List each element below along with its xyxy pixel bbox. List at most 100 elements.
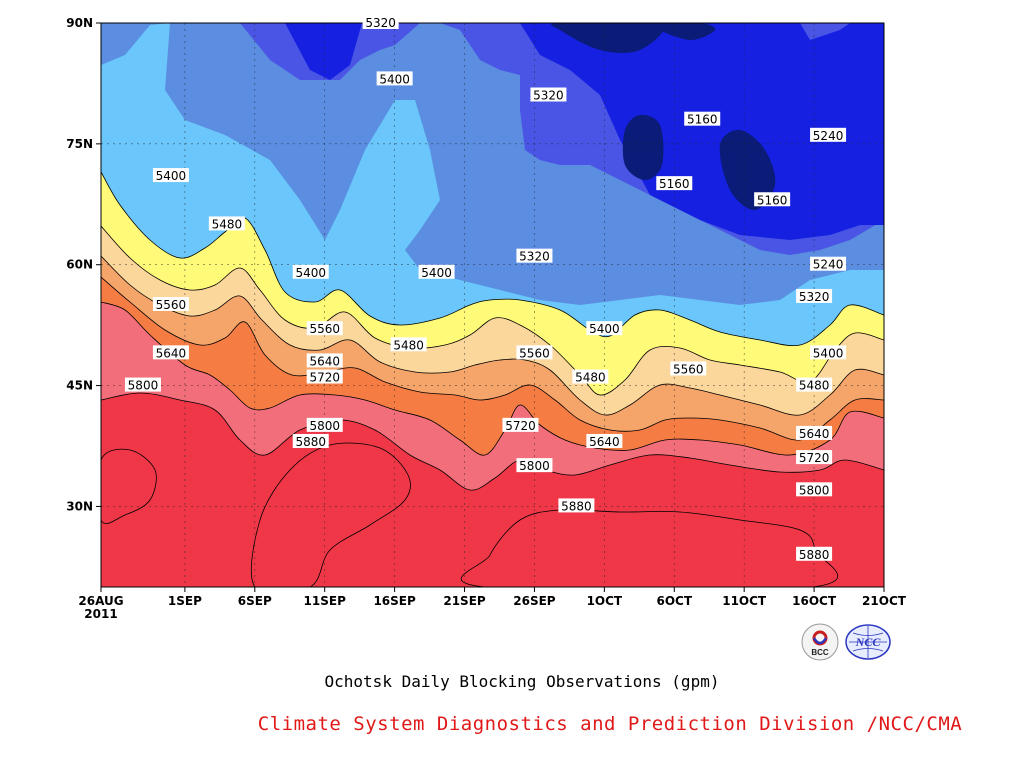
svg-text:5400: 5400 (379, 72, 410, 86)
x-tick-label: 1SEP (168, 594, 202, 608)
contour-label: 5320 (516, 248, 553, 264)
y-tick-label: 75N (66, 137, 93, 151)
x-tick-label: 21SEP (443, 594, 486, 608)
contour-label: 5800 (516, 458, 553, 473)
svg-text:5800: 5800 (799, 483, 830, 497)
x-axis: 26AUG 1SEP 6SEP 11SEP 16SEP 21SEP 26SEP 1OCT 6OC… (78, 587, 907, 621)
contour-label: 5880 (292, 433, 329, 449)
contour-label: 5160 (656, 176, 693, 191)
svg-text:5720: 5720 (799, 451, 830, 465)
contour-label: 5800 (796, 482, 833, 497)
y-axis: 90N 75N 60N 45N 30N (66, 16, 101, 513)
contour-lines (101, 171, 884, 587)
svg-text:5160: 5160 (659, 177, 690, 191)
svg-text:5720: 5720 (309, 371, 340, 385)
contour-label: 5720 (796, 450, 833, 465)
ncc-logo: NCC (843, 622, 893, 666)
svg-text:5560: 5560 (156, 298, 187, 312)
svg-text:5400: 5400 (295, 266, 326, 280)
contour-label: 5720 (306, 369, 343, 385)
x-tick-label: 1OCT (587, 594, 623, 608)
x-tick-label: 16SEP (373, 594, 416, 608)
contour-label: 5800 (306, 417, 343, 433)
contour-label: 5400 (810, 345, 847, 360)
y-tick-label: 45N (66, 379, 93, 393)
svg-text:5800: 5800 (309, 419, 340, 433)
svg-text:5720: 5720 (505, 419, 536, 433)
contour-label: 5560 (670, 361, 707, 376)
svg-text:5160: 5160 (687, 113, 718, 127)
contour-label: 5240 (810, 256, 847, 272)
x-tick-label: 11OCT (722, 594, 767, 608)
svg-text:5320: 5320 (519, 250, 550, 264)
x-tick-label: 21OCT (862, 594, 907, 608)
svg-text:5400: 5400 (421, 266, 452, 280)
svg-text:5640: 5640 (156, 346, 187, 360)
bcc-logo: BCC (800, 622, 840, 666)
contour-label: 5640 (306, 353, 343, 368)
credit-line: Climate System Diagnostics and Predictio… (257, 713, 963, 735)
contour-label: 5400 (152, 168, 189, 183)
svg-text:5400: 5400 (813, 346, 844, 360)
contour-label: 5560 (152, 297, 189, 312)
svg-text:5320: 5320 (799, 290, 830, 304)
svg-text:5640: 5640 (309, 354, 340, 368)
contour-label: 5400 (418, 264, 455, 280)
svg-text:5880: 5880 (295, 435, 326, 449)
contour-labels: 5320 5400 5320 5160 5240 5400 5160 5160 5480 5320… (124, 15, 847, 562)
svg-text:5480: 5480 (575, 371, 606, 385)
x-tick-label: 26SEP (513, 594, 556, 608)
svg-text:5640: 5640 (589, 435, 620, 449)
contour-label: 5880 (558, 498, 595, 513)
contour-label: 5320 (362, 15, 399, 30)
contour-label: 5720 (502, 417, 539, 433)
svg-text:BCC: BCC (811, 648, 829, 657)
contour-label: 5160 (754, 192, 791, 207)
svg-text:5480: 5480 (799, 379, 830, 393)
contour-label: 5480 (208, 216, 245, 231)
contour-label: 5560 (306, 321, 343, 336)
svg-text:NCC: NCC (855, 635, 882, 649)
contour-label: 5640 (586, 433, 623, 449)
contour-label: 5400 (292, 264, 329, 280)
svg-text:5880: 5880 (561, 499, 592, 513)
svg-text:5240: 5240 (813, 258, 844, 272)
svg-text:5800: 5800 (519, 459, 550, 473)
contour-label: 5400 (376, 71, 413, 86)
svg-text:5480: 5480 (393, 338, 424, 352)
x-tick-label: 26AUG (78, 594, 123, 608)
plot-frame (100, 22, 885, 588)
svg-text:5800: 5800 (128, 379, 159, 393)
contour-label: 5480 (572, 369, 609, 385)
contour-fills (101, 23, 884, 587)
contour-label: 5640 (796, 425, 833, 441)
x-year-label: 2011 (84, 607, 117, 621)
svg-text:5320: 5320 (533, 89, 564, 103)
svg-text:5560: 5560 (309, 322, 340, 336)
y-tick-label: 90N (66, 16, 93, 30)
x-tick-label: 16OCT (792, 594, 837, 608)
x-tick-label: 11SEP (304, 594, 347, 608)
x-tick-label: 6OCT (656, 594, 692, 608)
contour-label: 5320 (796, 288, 833, 304)
contour-label: 5880 (796, 546, 833, 562)
svg-text:5160: 5160 (757, 193, 788, 207)
svg-text:5320: 5320 (365, 16, 396, 30)
contour-label: 5480 (390, 337, 427, 352)
svg-text:5480: 5480 (212, 217, 243, 231)
contour-label: 5480 (796, 377, 833, 393)
x-tick-label: 6SEP (238, 594, 272, 608)
contour-label: 5400 (586, 321, 623, 336)
svg-text:5640: 5640 (799, 427, 830, 441)
svg-text:5400: 5400 (589, 322, 620, 336)
contour-label: 5640 (152, 345, 189, 360)
y-tick-label: 30N (66, 499, 93, 513)
contour-label: 5240 (810, 127, 847, 143)
svg-text:5560: 5560 (519, 346, 550, 360)
y-tick-label: 60N (66, 258, 93, 272)
contour-label: 5560 (516, 345, 553, 360)
svg-text:5240: 5240 (813, 129, 844, 143)
contour-label: 5800 (124, 377, 161, 393)
svg-text:5400: 5400 (156, 169, 187, 183)
